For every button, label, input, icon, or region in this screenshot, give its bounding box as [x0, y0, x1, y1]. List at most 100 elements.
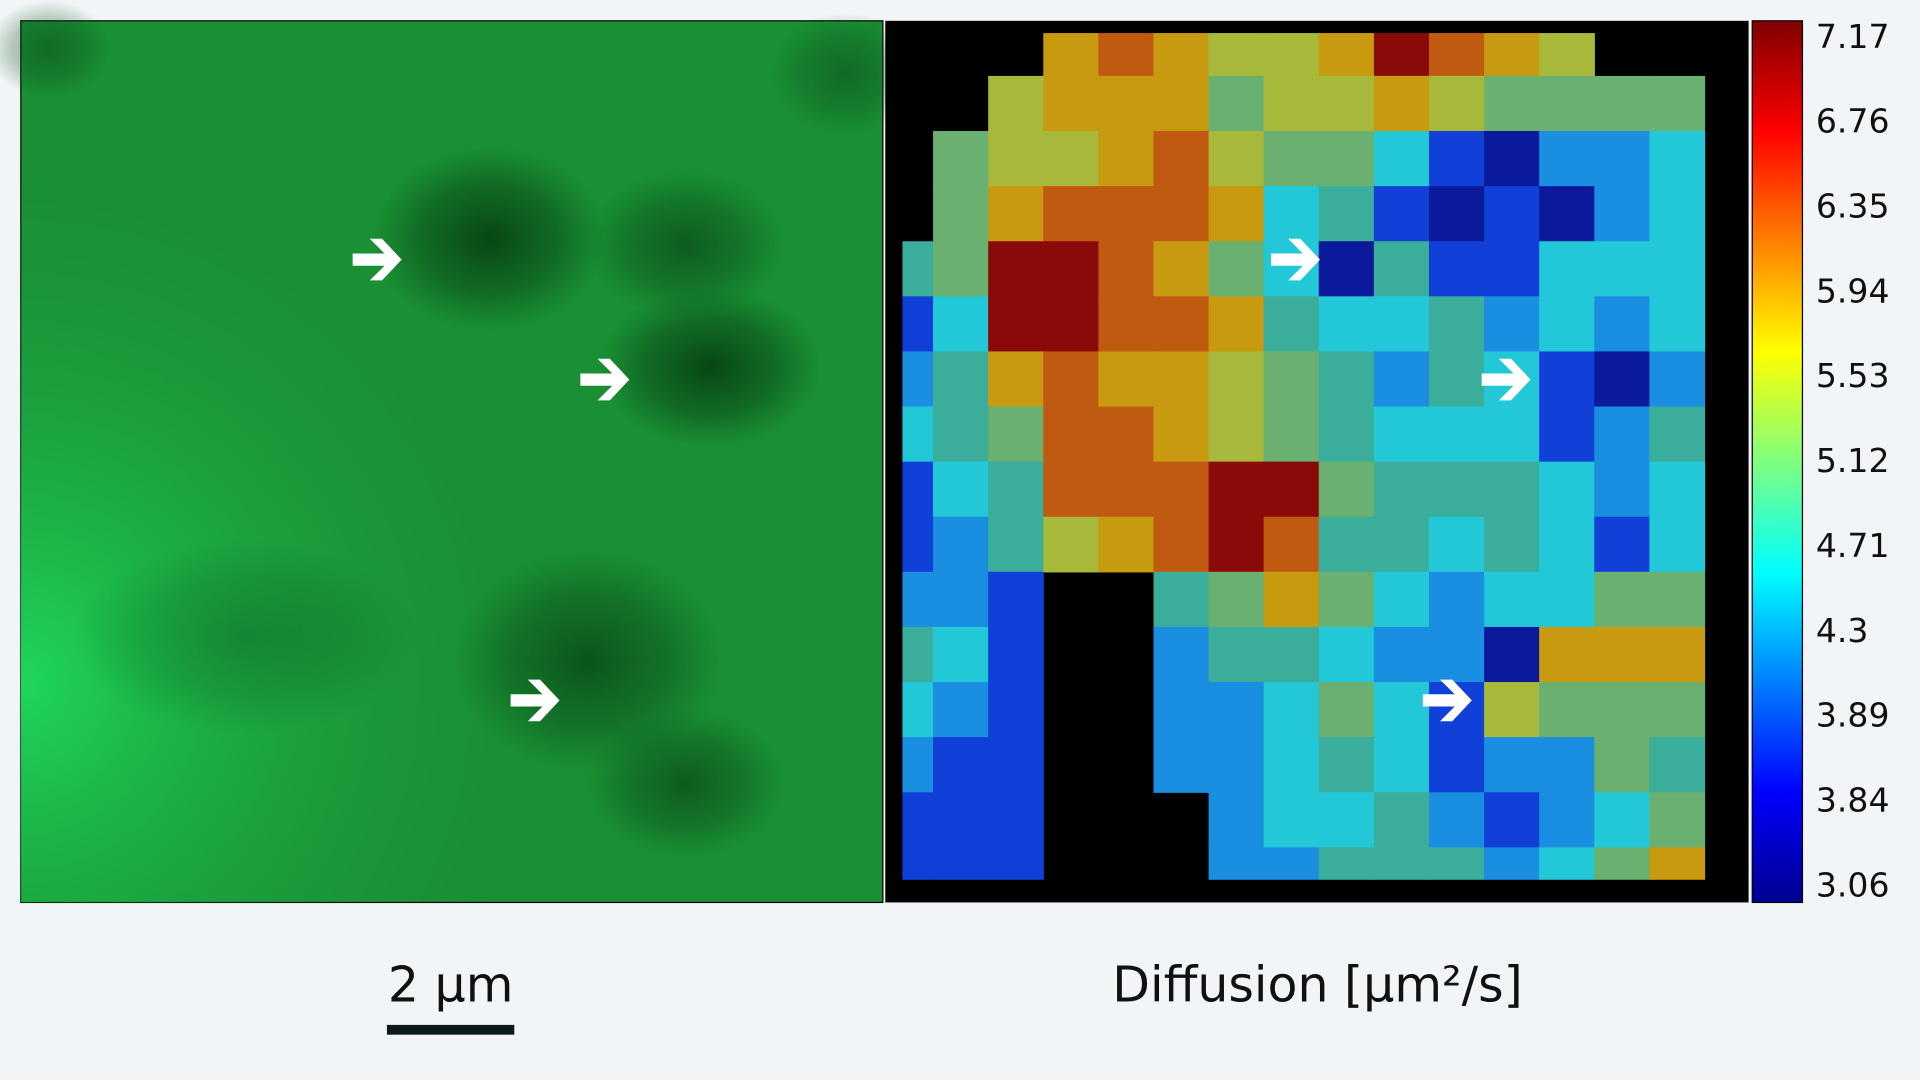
heatmap-cell	[1428, 186, 1485, 242]
heatmap-cell	[1649, 131, 1706, 187]
heatmap-cell	[902, 847, 934, 880]
heatmap-cell	[933, 461, 989, 518]
heatmap-cell	[902, 406, 934, 463]
heatmap-cell	[1208, 296, 1265, 353]
heatmap-cell	[988, 737, 1044, 793]
heatmap-cell	[1043, 406, 1099, 463]
heatmap-cell	[933, 296, 989, 353]
heatmap-cell	[1263, 131, 1320, 187]
heatmap-cell	[1208, 682, 1265, 738]
fluorescence-panel	[0, 0, 919, 904]
heatmap-cell	[1098, 351, 1155, 408]
heatmap-cell	[1594, 626, 1650, 683]
heatmap-cell	[988, 682, 1044, 738]
heatmap-cell	[1428, 131, 1485, 187]
heatmap-cell	[1208, 847, 1265, 880]
heatmap-cell	[933, 682, 989, 738]
heatmap-cell	[1043, 33, 1099, 77]
heatmap-cell	[1649, 406, 1706, 463]
heatmap-cell	[988, 186, 1044, 242]
heatmap-cell	[1594, 131, 1650, 187]
heatmap-cell	[933, 571, 989, 628]
heatmap-cell	[902, 792, 934, 848]
scale-bar	[386, 1024, 515, 1035]
colorbar-label: 7.17	[1816, 17, 1890, 56]
heatmap-cell	[1649, 241, 1706, 297]
heatmap-cell	[1428, 75, 1485, 132]
heatmap-cell	[1098, 186, 1155, 242]
heatmap-cell	[1263, 792, 1320, 848]
heatmap-cell	[1263, 626, 1320, 683]
heatmap-cell	[1373, 131, 1430, 187]
heatmap-cell	[1649, 461, 1706, 518]
heatmap-cell	[988, 406, 1044, 463]
arrow	[352, 238, 402, 281]
heatmap-cell	[1153, 241, 1210, 297]
heatmap-cell	[1153, 33, 1210, 77]
heatmap-cell	[902, 516, 934, 573]
heatmap-cell	[1153, 131, 1210, 187]
heatmap-cell	[1373, 33, 1430, 77]
heatmap-cell	[1043, 516, 1099, 573]
heatmap-cell	[933, 406, 989, 463]
heatmap-cell	[1539, 131, 1595, 187]
heatmap-cell	[933, 241, 989, 297]
heatmap-cell	[933, 847, 989, 880]
heatmap-cell	[1484, 186, 1540, 242]
heatmap-cell	[1153, 571, 1210, 628]
heatmap-cell	[1594, 682, 1650, 738]
colorbar-label: 5.94	[1816, 271, 1890, 310]
heatmap-cell	[1043, 241, 1099, 297]
heatmap-cell	[933, 737, 989, 793]
heatmap-cell	[902, 241, 934, 297]
heatmap-cell	[902, 461, 934, 518]
heatmap-cell	[1649, 186, 1706, 242]
heatmap-cell	[1539, 682, 1595, 738]
heatmap-cell	[1539, 351, 1595, 408]
heatmap-cell	[1043, 351, 1099, 408]
heatmap-cell	[1484, 571, 1540, 628]
heatmap-cell	[1098, 131, 1155, 187]
heatmap-cell	[1208, 186, 1265, 242]
heatmap-cell	[1153, 75, 1210, 132]
heatmap-cell	[1594, 296, 1650, 353]
heatmap-cell	[1539, 33, 1595, 77]
heatmap-cell	[1318, 571, 1375, 628]
heatmap-cell	[1263, 516, 1320, 573]
heatmap-cell	[1428, 516, 1485, 573]
colorbar-label: 5.53	[1816, 356, 1890, 395]
heatmap-cell	[1318, 75, 1375, 132]
heatmap-cell	[988, 351, 1044, 408]
heatmap-cell	[1373, 516, 1430, 573]
heatmap-cell	[1098, 516, 1155, 573]
heatmap-cell	[1484, 241, 1540, 297]
heatmap-cell	[1373, 682, 1430, 738]
heatmap-cell	[1539, 406, 1595, 463]
heatmap-cell	[1428, 296, 1485, 353]
heatmap-cell	[1428, 571, 1485, 628]
heatmap-cell	[1373, 737, 1430, 793]
heatmap-cell	[988, 571, 1044, 628]
heatmap-cell	[1484, 792, 1540, 848]
colorbar-label: 5.12	[1816, 441, 1890, 480]
heatmap-cell	[1318, 131, 1375, 187]
heatmap-cell	[1649, 351, 1706, 408]
heatmap-cell	[988, 847, 1044, 880]
heatmap-cell	[1484, 516, 1540, 573]
heatmap-cell	[1098, 33, 1155, 77]
heatmap-cell	[933, 131, 989, 187]
heatmap-cell	[988, 461, 1044, 518]
heatmap-cell	[1484, 737, 1540, 793]
arrows	[352, 238, 1531, 722]
heatmap-cell	[1153, 406, 1210, 463]
heatmap-cell	[933, 516, 989, 573]
heatmap-cell	[1043, 75, 1099, 132]
heatmap-cell	[1594, 792, 1650, 848]
heatmap-cell	[933, 626, 989, 683]
heatmap-cell	[1649, 75, 1706, 132]
heatmap-cell	[1098, 241, 1155, 297]
heatmap-cell	[1263, 406, 1320, 463]
heatmap-cell	[1263, 351, 1320, 408]
heatmap-cell	[1263, 682, 1320, 738]
